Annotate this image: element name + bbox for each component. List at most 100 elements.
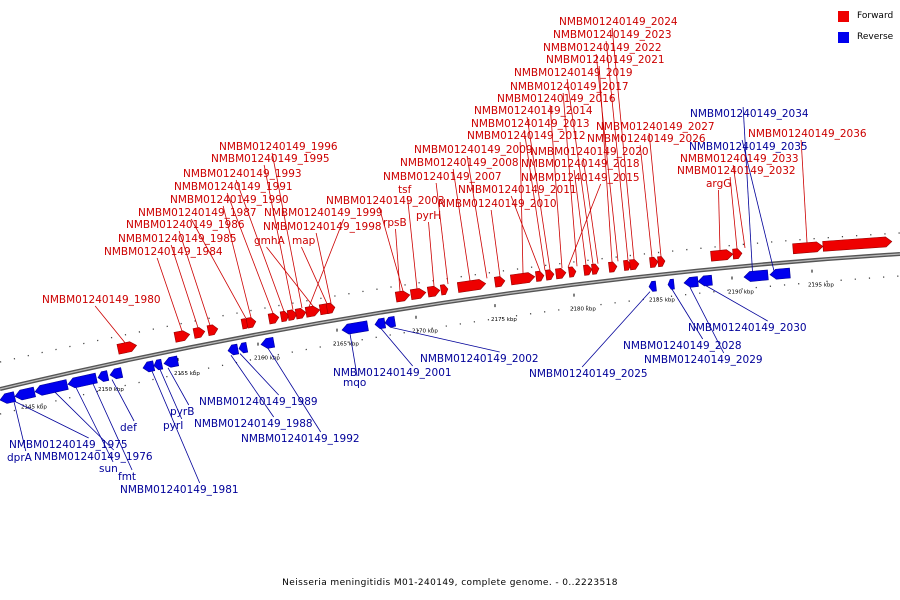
tick-group: 2145 kbp 2150 kbp 2155 kbp 2160 kbp 2165 kbp…	[21, 269, 834, 410]
reverse-gene-label: pyrB	[170, 406, 194, 418]
forward-gene-arrow	[649, 256, 659, 268]
forward-gene-label: NMBM01240149_2017	[510, 81, 629, 93]
leader-line	[14, 401, 89, 439]
reverse-gene-label: NMBM01240149_1975	[9, 439, 128, 451]
genome-backbone-highlight	[0, 253, 900, 390]
reverse-gene-label: NMBM01240149_1992	[241, 433, 360, 445]
forward-gene-label: NMBM01240149_1999	[264, 207, 383, 219]
leader-line	[689, 287, 725, 354]
forward-gene-arrow	[426, 285, 441, 298]
forward-gene-arrow	[279, 310, 290, 323]
forward-gene-label: NMBM01240149_1984	[104, 246, 223, 258]
leader-line	[178, 230, 211, 326]
forward-gene-label: NMBM01240149_1987	[138, 207, 257, 219]
label-leader-lines	[13, 27, 808, 484]
forward-gene-label: NMBM01240149_2008	[400, 157, 519, 169]
leader-line	[598, 65, 613, 263]
tick-label: 2195 kbp	[808, 283, 834, 289]
tick-label: 2165 kbp	[333, 342, 359, 348]
reverse-gene-label: NMBM01240149_2028	[623, 340, 742, 352]
tick-label: 2145 kbp	[21, 404, 47, 410]
leader-line	[94, 305, 126, 344]
forward-gene-arrow	[657, 256, 666, 268]
leader-line	[435, 182, 449, 285]
forward-gene-label: NMBM01240149_2010	[438, 198, 557, 210]
gene-labels: NMBM01240149_1980NMBM01240149_1984NMBM01…	[7, 16, 867, 496]
gene-arrows	[0, 236, 893, 404]
forward-gene-arrow	[286, 309, 298, 321]
leader-line	[190, 218, 247, 319]
leader-line	[406, 195, 418, 289]
forward-gene-label: NMBM01240149_1985	[118, 233, 237, 245]
legend-forward: Forward	[838, 9, 893, 23]
forward-label: Forward	[857, 11, 894, 21]
reverse-gene-arrow	[743, 269, 769, 282]
forward-gene-arrow	[294, 307, 307, 320]
reverse-gene-arrow	[260, 336, 276, 349]
forward-gene-label: NMBM01240149_1996	[219, 141, 338, 153]
leader-line	[266, 246, 314, 307]
forward-gene-arrow	[545, 269, 555, 281]
leader-line	[729, 176, 738, 249]
reverse-gene-label: NMBM01240149_1989	[199, 396, 318, 408]
forward-gene-label: NMBM01240149_2015	[521, 172, 640, 184]
forward-gene-label: NMBM01240149_1993	[183, 168, 302, 180]
reverse-gene-arrow	[227, 343, 240, 356]
forward-gene-arrow	[732, 248, 743, 260]
leader-line	[519, 141, 524, 274]
reverse-gene-label: NMBM01240149_2030	[688, 322, 807, 334]
reverse-gene-arrow	[14, 386, 36, 401]
reverse-gene-label: fmt	[118, 471, 136, 483]
leader-line	[92, 383, 133, 471]
forward-gene-arrow	[509, 272, 536, 286]
forward-swatch	[838, 10, 849, 22]
forward-gene-label: NMBM01240149_1986	[126, 219, 245, 231]
forward-gene-arrow	[608, 261, 618, 273]
reverse-gene-label: NMBM01240149_2001	[333, 367, 452, 379]
forward-gene-arrow	[192, 327, 206, 339]
forward-gene-arrow	[493, 276, 506, 288]
tick-label: 2175 kbp	[491, 317, 517, 323]
leader-line	[595, 53, 619, 262]
leader-line	[395, 228, 401, 292]
forward-gene-label: NMBM01240149_2020	[530, 146, 649, 158]
forward-gene-label: NMBM01240149_2012	[467, 130, 586, 142]
figure-caption: Neisseria meningitidis M01-240149, compl…	[282, 578, 618, 588]
leader-line	[13, 401, 27, 452]
reverse-gene-label: dprA	[7, 452, 33, 464]
forward-gene-label: NMBM01240149_2014	[474, 105, 593, 117]
forward-gene-label: NMBM01240149_2022	[543, 42, 662, 54]
leader-line	[308, 218, 345, 307]
forward-gene-arrow	[304, 305, 321, 318]
leader-line	[170, 244, 199, 328]
forward-gene-label: NMBM01240149_2019	[514, 67, 633, 79]
leader-line	[718, 189, 721, 251]
forward-gene-label: NMBM01240149_1980	[42, 294, 161, 306]
reverse-gene-arrow	[67, 372, 98, 389]
leader-line	[263, 164, 294, 310]
leader-line	[75, 387, 114, 463]
forward-gene-label: pyrH	[416, 210, 441, 222]
reverse-gene-label: NMBM01240149_2034	[690, 108, 809, 120]
forward-gene-label: NMBM01240149_2023	[553, 29, 672, 41]
leader-line	[156, 257, 183, 332]
forward-gene-arrow	[409, 288, 427, 301]
leader-line	[526, 116, 551, 270]
forward-gene-arrow	[267, 312, 280, 325]
reverse-gene-label: NMBM01240149_2035	[689, 141, 808, 153]
leader-line	[301, 246, 328, 304]
forward-gene-arrow	[456, 279, 487, 293]
reverse-gene-label: NMBM01240149_2002	[420, 353, 539, 365]
legend-reverse: Reverse	[838, 30, 893, 44]
forward-gene-label: argG	[706, 178, 731, 190]
forward-gene-label: NMBM01240149_2007	[383, 171, 502, 183]
leader-line	[315, 232, 332, 304]
leader-line	[490, 209, 501, 277]
reverse-gene-arrow	[97, 370, 110, 382]
leader-line	[466, 155, 488, 279]
tick-label: 2190 kbp	[728, 289, 754, 295]
leader-line	[54, 391, 114, 451]
leader-line	[428, 221, 435, 287]
forward-gene-arrow	[583, 264, 593, 276]
leader-line	[800, 139, 808, 243]
